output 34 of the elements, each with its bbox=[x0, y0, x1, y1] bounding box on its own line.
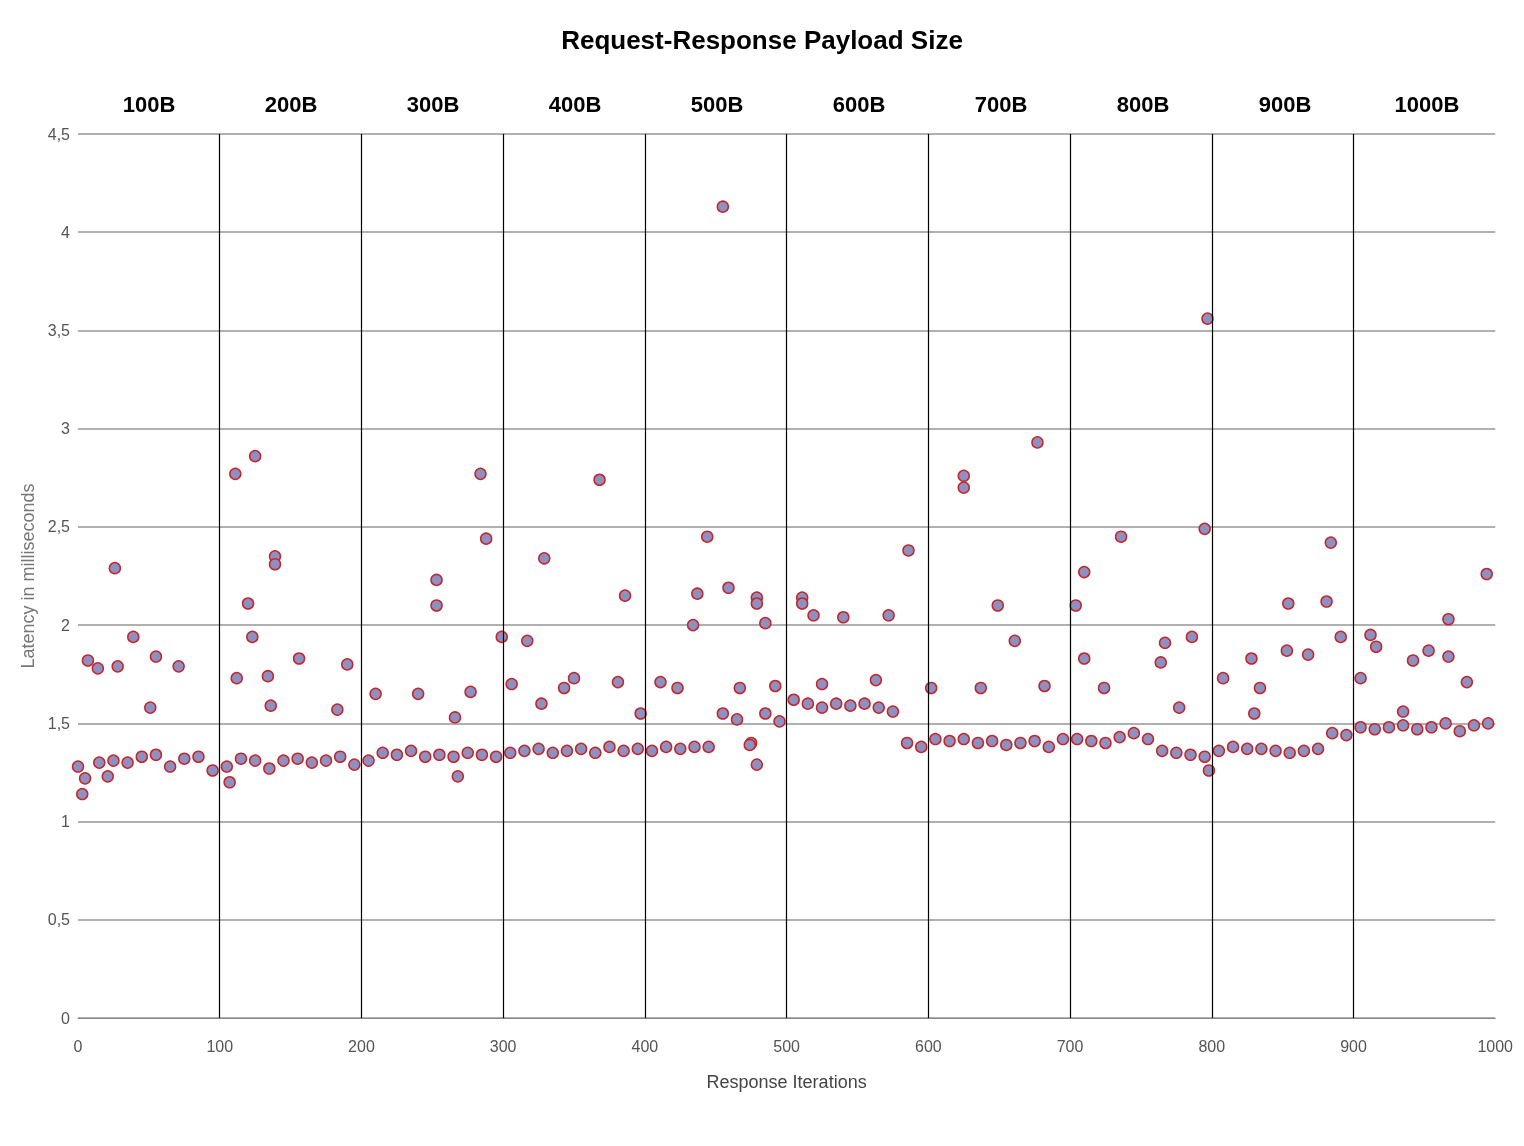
text: 700B bbox=[974, 91, 1028, 117]
y-tick-label: 2 bbox=[61, 616, 71, 634]
x-tick-label: 900 bbox=[1340, 1037, 1367, 1055]
text: 1000B bbox=[1394, 91, 1460, 117]
x-tick-label: 300 bbox=[489, 1037, 517, 1055]
x-tick-label: 400 bbox=[631, 1037, 659, 1055]
chart-title: Request-Response Payload Size bbox=[561, 25, 963, 55]
x-tick-label: 600 bbox=[914, 1037, 942, 1055]
x-tick-label: 1000 bbox=[1477, 1037, 1514, 1055]
text: 300B bbox=[406, 91, 460, 117]
y-tick-label: 4,5 bbox=[47, 125, 71, 143]
x-tick-label: 100 bbox=[206, 1037, 234, 1055]
text: 200B bbox=[264, 91, 318, 117]
y-tick-label: 3 bbox=[61, 420, 71, 438]
text: 600B bbox=[832, 91, 886, 117]
text: 100B bbox=[122, 91, 176, 117]
x-tick-label: 200 bbox=[348, 1037, 375, 1055]
text: 900B bbox=[1258, 91, 1312, 117]
x-tick-label: 500 bbox=[773, 1037, 801, 1055]
x-axis-title: Response Iterations bbox=[706, 1072, 867, 1092]
y-tick-label: 0 bbox=[61, 1009, 71, 1027]
x-tick-label: 700 bbox=[1056, 1037, 1084, 1055]
y-tick-label: 2,5 bbox=[47, 518, 71, 536]
text: 500B bbox=[690, 91, 744, 117]
y-tick-label: 4 bbox=[61, 223, 71, 241]
text: 400B bbox=[548, 91, 602, 117]
text: 800B bbox=[1116, 91, 1170, 117]
y-tick-label: 3,5 bbox=[47, 321, 71, 339]
y-tick-label: 0,5 bbox=[47, 911, 71, 929]
x-tick-label: 0 bbox=[73, 1037, 83, 1055]
x-tick-label: 800 bbox=[1198, 1037, 1226, 1055]
y-tick-label: 1 bbox=[61, 813, 71, 831]
y-axis-title: Latency in milliseconds bbox=[17, 483, 38, 669]
y-tick-label: 1,5 bbox=[47, 714, 71, 732]
